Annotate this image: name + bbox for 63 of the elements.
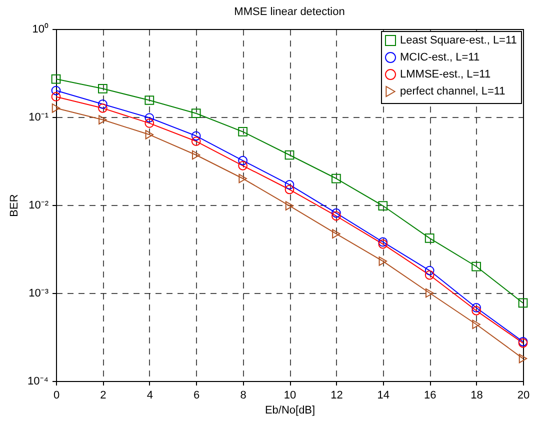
x-tick-label: 2 bbox=[100, 390, 106, 402]
point bbox=[472, 303, 481, 312]
point bbox=[98, 103, 108, 113]
point bbox=[191, 108, 201, 118]
point bbox=[191, 136, 201, 146]
x-tick-label: 16 bbox=[424, 390, 436, 402]
legend-label: LMMSE-est., L=11 bbox=[400, 68, 491, 80]
point bbox=[284, 150, 294, 160]
point bbox=[144, 113, 154, 122]
point bbox=[51, 74, 61, 84]
y-tick-label: 10⁻⁴ bbox=[28, 376, 49, 388]
x-tick-label: 20 bbox=[517, 390, 530, 402]
x-tick-label: 18 bbox=[470, 390, 483, 402]
point bbox=[144, 96, 154, 105]
point bbox=[52, 103, 60, 113]
x-tick-label: 8 bbox=[240, 390, 246, 402]
point bbox=[238, 127, 248, 136]
point bbox=[332, 174, 341, 184]
point bbox=[518, 298, 528, 308]
point bbox=[472, 320, 480, 330]
point bbox=[51, 92, 61, 102]
point bbox=[424, 233, 434, 243]
point bbox=[472, 306, 481, 316]
point bbox=[332, 229, 340, 239]
y-tick-label: 10⁻² bbox=[28, 200, 49, 212]
point bbox=[98, 84, 108, 94]
point bbox=[472, 262, 481, 272]
point bbox=[378, 201, 388, 210]
point bbox=[192, 150, 200, 160]
point bbox=[378, 256, 388, 266]
point bbox=[238, 156, 248, 166]
x-tick-label: 14 bbox=[377, 390, 390, 402]
point bbox=[238, 160, 248, 170]
point bbox=[424, 266, 434, 276]
point bbox=[284, 180, 294, 190]
y-tick-label: 10⁻³ bbox=[28, 288, 49, 300]
point bbox=[332, 211, 341, 221]
point bbox=[191, 131, 201, 141]
y-tick-label: 10⁰ bbox=[32, 22, 48, 36]
y-axis-title: BER bbox=[8, 194, 21, 217]
chart-title: MMSE linear detection bbox=[234, 6, 345, 18]
legend-label: perfect channel, L=11 bbox=[400, 86, 506, 98]
point bbox=[238, 174, 247, 184]
point bbox=[425, 288, 434, 298]
point bbox=[145, 130, 154, 140]
x-tick-label: 4 bbox=[146, 390, 153, 402]
x-tick-label: 10 bbox=[284, 390, 296, 402]
x-tick-label: 6 bbox=[194, 390, 200, 402]
point bbox=[98, 99, 108, 109]
point bbox=[284, 184, 294, 194]
point bbox=[424, 270, 434, 280]
x-tick-label: 0 bbox=[53, 390, 60, 402]
legend-label: MCIC-est., L=11 bbox=[400, 52, 480, 64]
y-tick-label: 10⁻¹ bbox=[28, 112, 49, 124]
point bbox=[518, 354, 528, 364]
x-axis-title: Eb/No[dB] bbox=[264, 404, 316, 416]
x-tick-label: 12 bbox=[330, 390, 343, 402]
point bbox=[98, 115, 107, 124]
legend-label: Least Square-est., L=11 bbox=[400, 34, 517, 46]
point bbox=[51, 86, 61, 96]
point bbox=[144, 118, 154, 128]
point bbox=[332, 208, 341, 218]
point bbox=[285, 201, 294, 210]
